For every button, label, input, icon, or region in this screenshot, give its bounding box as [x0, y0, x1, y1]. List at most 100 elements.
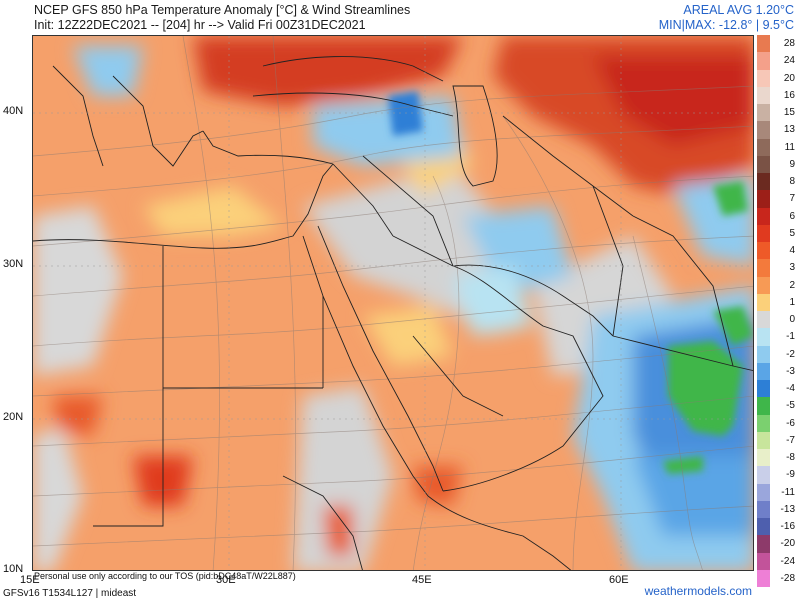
- legend-entry: -8: [755, 449, 800, 467]
- color-legend: 28 24 20 16 15 13 11 9 8 7 6 5 4 3 2 1 0 -1 -2 -3 -4 -5 -6 -7 -8…: [755, 35, 800, 587]
- legend-swatch: [757, 311, 770, 329]
- legend-entry: -6: [755, 414, 800, 432]
- legend-label: 9: [789, 158, 795, 170]
- lon-label-45e: 45E: [412, 574, 432, 586]
- lon-label-15e: 15E: [20, 574, 40, 586]
- legend-swatch: [757, 207, 770, 225]
- legend-swatch: [757, 35, 770, 53]
- legend-entry: -11: [755, 483, 800, 501]
- legend-label: -20: [780, 538, 795, 550]
- legend-swatch: [757, 155, 770, 173]
- legend-label: -7: [786, 434, 795, 446]
- legend-entry: 16: [755, 86, 800, 104]
- legend-entry: -5: [755, 397, 800, 415]
- legend-label: 1: [789, 296, 795, 308]
- legend-label: 28: [783, 38, 795, 49]
- legend-label: -1: [786, 331, 795, 343]
- legend-entry: -9: [755, 466, 800, 484]
- legend-label: 7: [789, 193, 795, 205]
- legend-label: 5: [789, 227, 795, 239]
- legend-swatch: [757, 449, 770, 467]
- legend-label: -13: [780, 503, 795, 515]
- legend-entry: -20: [755, 535, 800, 553]
- website-link[interactable]: weathermodels.com: [644, 584, 752, 598]
- legend-swatch: [757, 483, 770, 501]
- legend-swatch: [757, 500, 770, 518]
- legend-swatch: [757, 414, 770, 432]
- legend-label: 24: [783, 55, 795, 67]
- legend-label: -4: [786, 383, 795, 394]
- lon-label-60e: 60E: [609, 574, 629, 586]
- legend-label: 16: [783, 89, 795, 101]
- legend-label: 4: [789, 245, 795, 256]
- legend-label: -16: [780, 521, 795, 532]
- legend-entry: 7: [755, 190, 800, 208]
- legend-swatch: [757, 380, 770, 398]
- legend-label: -6: [786, 417, 795, 429]
- legend-entry: -2: [755, 345, 800, 363]
- legend-entry: 1: [755, 293, 800, 311]
- legend-label: -9: [786, 469, 795, 481]
- legend-swatch: [757, 535, 770, 553]
- legend-label: -11: [781, 486, 795, 498]
- init-valid-line: Init: 12Z22DEC2021 -- [204] hr --> Valid…: [34, 18, 366, 32]
- legend-swatch: [757, 259, 770, 277]
- lat-label-20n: 20N: [3, 411, 24, 423]
- legend-label: -8: [786, 452, 795, 463]
- model-info: GFSv16 T1534L127 | mideast: [3, 588, 137, 599]
- legend-entry: -1: [755, 328, 800, 346]
- legend-swatch: [757, 569, 770, 587]
- legend-label: -24: [780, 555, 795, 567]
- legend-swatch: [757, 104, 770, 122]
- lat-label-10n: 10N: [3, 563, 24, 575]
- legend-label: 0: [789, 314, 795, 325]
- legend-entry: 20: [755, 69, 800, 87]
- legend-swatch: [757, 121, 770, 139]
- legend-entry: 8: [755, 173, 800, 191]
- legend-swatch: [757, 345, 770, 363]
- legend-swatch: [757, 138, 770, 156]
- legend-entry: -4: [755, 380, 800, 398]
- legend-swatch: [757, 224, 770, 242]
- legend-label: 2: [789, 279, 795, 291]
- areal-average: AREAL AVG 1.20°C: [683, 3, 794, 17]
- legend-entry: 15: [755, 104, 800, 122]
- legend-swatch: [757, 86, 770, 104]
- legend-entry: -13: [755, 500, 800, 518]
- legend-label: 3: [789, 262, 795, 274]
- legend-label: -3: [786, 365, 795, 377]
- legend-swatch: [757, 328, 770, 346]
- coastlines-borders: [33, 56, 753, 570]
- lat-label-40n: 40N: [3, 105, 24, 117]
- legend-swatch: [757, 242, 770, 260]
- legend-swatch: [757, 69, 770, 87]
- legend-swatch: [757, 190, 770, 208]
- legend-swatch: [757, 362, 770, 380]
- legend-swatch: [757, 293, 770, 311]
- legend-entry: -24: [755, 552, 800, 570]
- legend-label: -28: [780, 572, 795, 584]
- legend-entry: -3: [755, 362, 800, 380]
- legend-label: 15: [783, 107, 795, 118]
- legend-entry: 24: [755, 52, 800, 70]
- legend-label: -5: [786, 400, 795, 412]
- legend-swatch: [757, 276, 770, 294]
- legend-entry: 5: [755, 224, 800, 242]
- legend-label: 20: [783, 72, 795, 84]
- legend-entry: 9: [755, 155, 800, 173]
- graticule: [33, 36, 753, 570]
- legend-entry: 0: [755, 311, 800, 329]
- cold-anomaly-core: [388, 91, 753, 474]
- legend-swatch: [757, 52, 770, 70]
- legend-entry: 6: [755, 207, 800, 225]
- lat-label-30n: 30N: [3, 258, 24, 270]
- legend-entry: 4: [755, 242, 800, 260]
- tos-notice: Personal use only according to our TOS (…: [34, 571, 296, 581]
- legend-label: 13: [783, 124, 795, 136]
- legend-entry: 11: [755, 138, 800, 156]
- legend-swatch: [757, 466, 770, 484]
- legend-swatch: [757, 173, 770, 191]
- legend-swatch: [757, 431, 770, 449]
- map-title: NCEP GFS 850 hPa Temperature Anomaly [°C…: [34, 3, 411, 17]
- legend-entry: 3: [755, 259, 800, 277]
